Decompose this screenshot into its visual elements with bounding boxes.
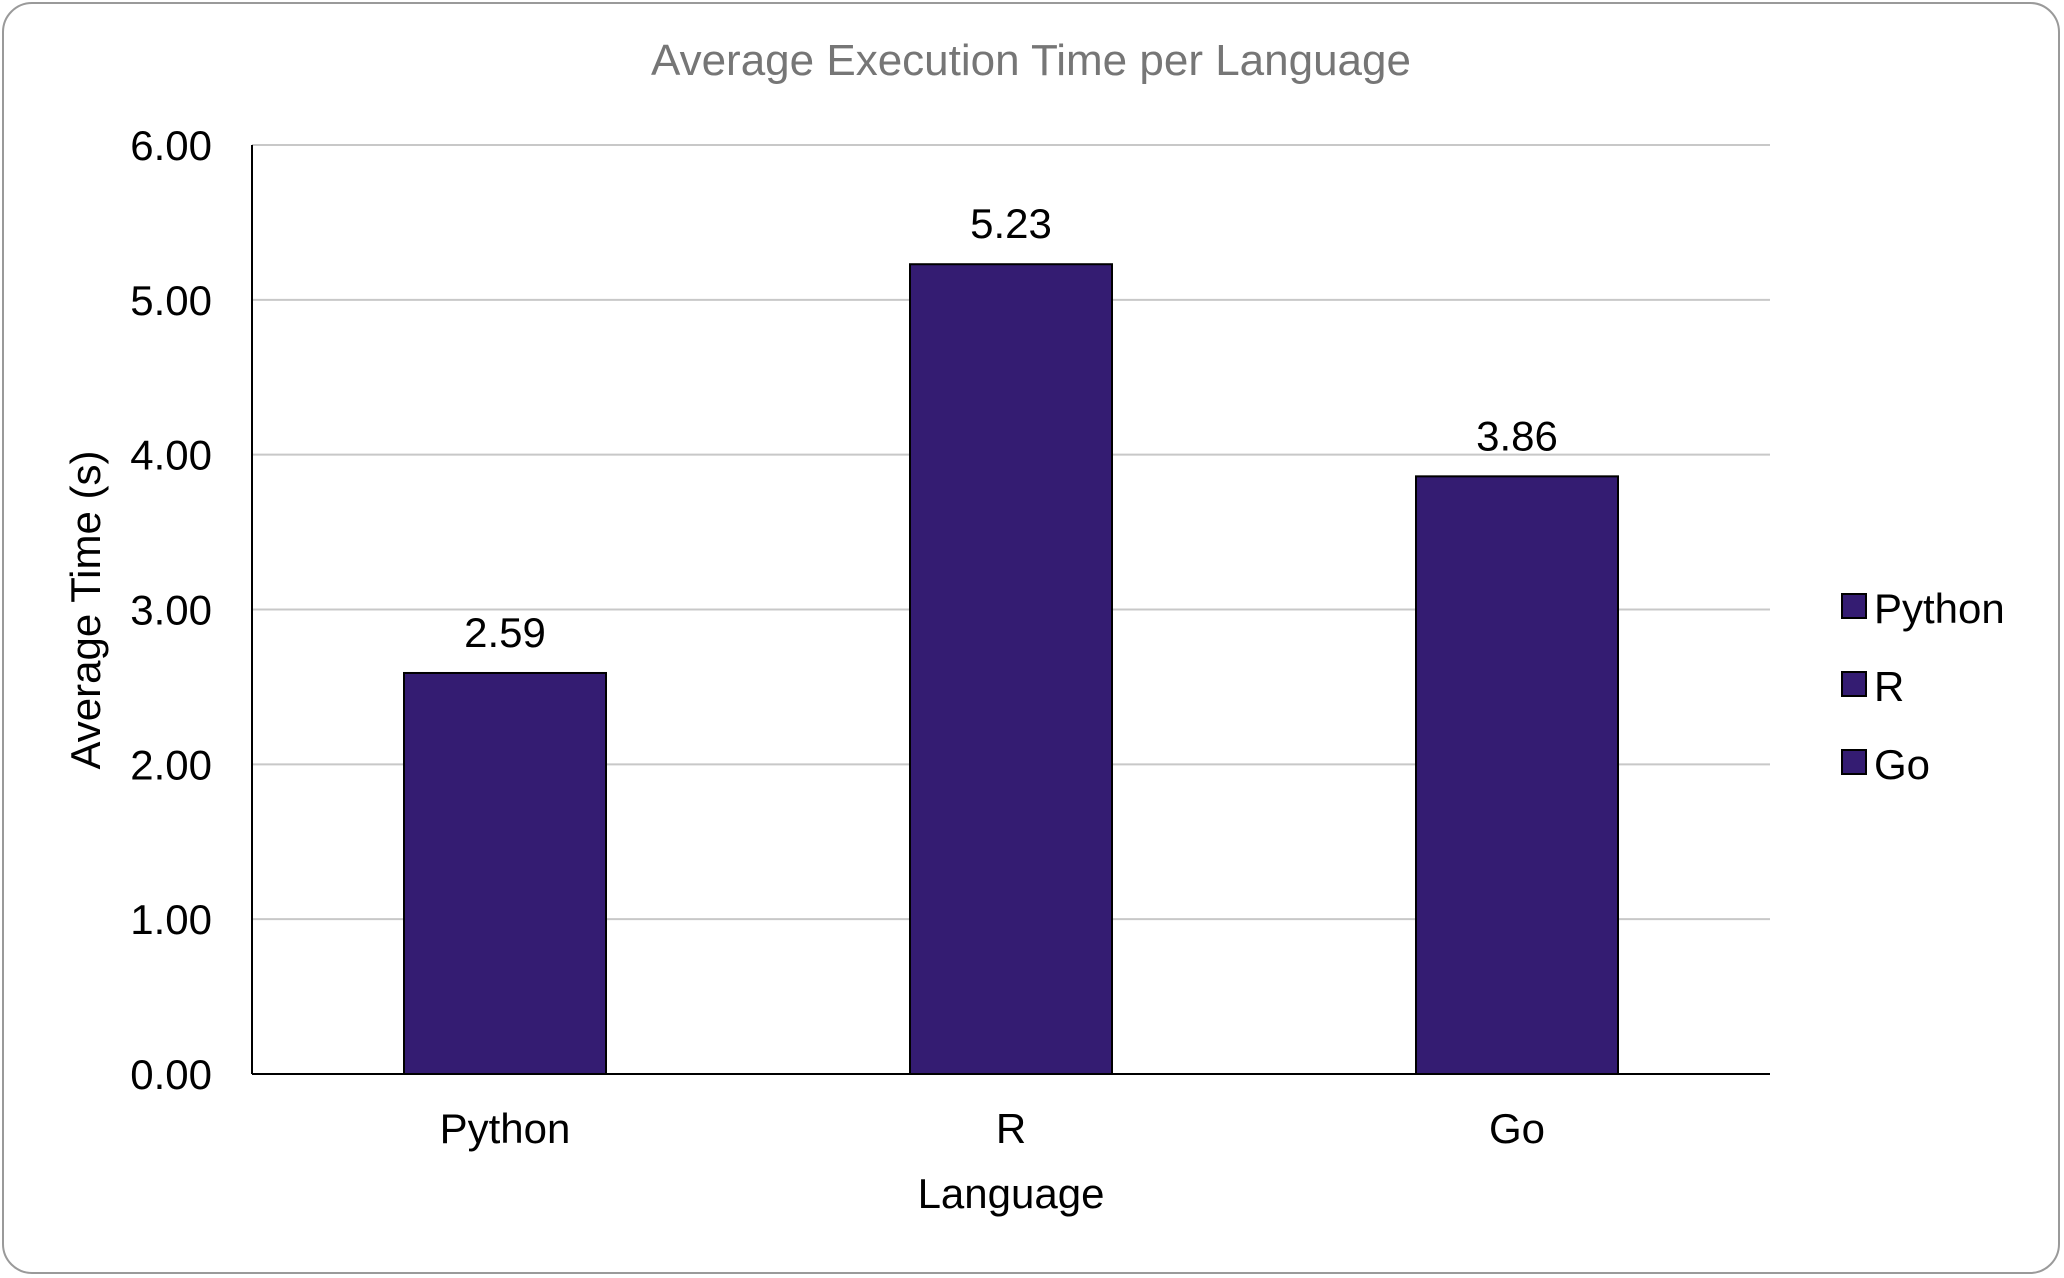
legend: Python R Go: [1841, 585, 2005, 788]
y-tick-label: 6.00: [130, 122, 212, 169]
y-tick-label: 0.00: [130, 1051, 212, 1098]
legend-label-r: R: [1874, 663, 1904, 710]
x-tick-labels: Python R Go: [440, 1105, 1545, 1152]
legend-label-go: Go: [1874, 741, 1930, 788]
bar-python: [403, 671, 607, 1076]
bars: [403, 263, 1619, 1076]
legend-swatch-go: [1841, 749, 1867, 775]
x-axis-title: Language: [918, 1170, 1105, 1217]
legend-label-python: Python: [1874, 585, 2005, 632]
value-label-go: 3.86: [1476, 412, 1558, 459]
y-tick-label: 3.00: [130, 587, 212, 634]
y-tick-label: 2.00: [130, 741, 212, 788]
legend-swatch-r: [1841, 671, 1867, 697]
value-label-python: 2.59: [464, 609, 546, 656]
bar-r: [909, 263, 1113, 1075]
y-tick-label: 5.00: [130, 277, 212, 324]
y-tick-label: 1.00: [130, 896, 212, 943]
value-labels: 2.59 5.23 3.86: [464, 200, 1558, 656]
y-tick-label: 4.00: [130, 432, 212, 479]
y-tick-labels: 0.00 1.00 2.00 3.00 4.00 5.00 6.00: [130, 122, 212, 1098]
x-tick-label-go: Go: [1489, 1105, 1545, 1152]
y-axis-title: Average Time (s): [62, 451, 109, 770]
value-label-r: 5.23: [970, 200, 1052, 247]
legend-swatch-python: [1841, 593, 1867, 619]
chart-title: Average Execution Time per Language: [651, 36, 1411, 85]
bar-go: [1415, 475, 1619, 1075]
x-tick-label-r: R: [996, 1105, 1026, 1152]
x-tick-label-python: Python: [440, 1105, 571, 1152]
